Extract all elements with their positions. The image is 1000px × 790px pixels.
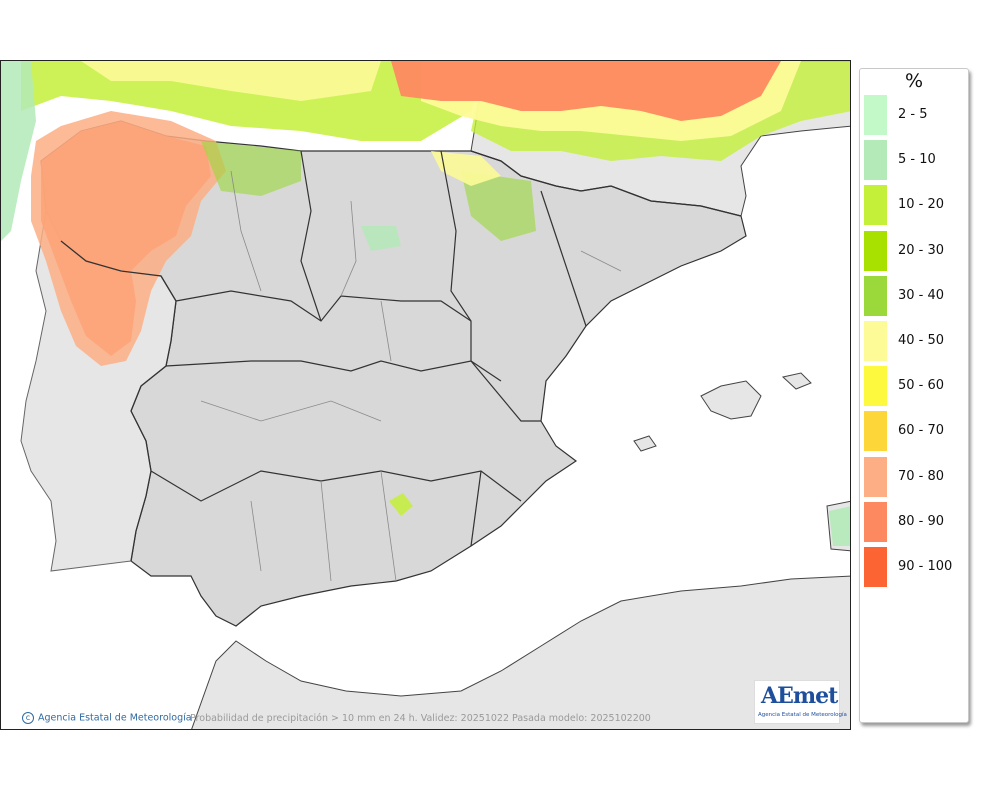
legend-item: 70 - 80 (864, 456, 968, 497)
regional-borders (150, 150, 587, 547)
map-canvas (1, 61, 850, 729)
precip-zone-green-corsica (829, 506, 850, 546)
legend-label: 60 - 70 (898, 423, 945, 439)
legend-item: 10 - 20 (864, 185, 968, 226)
legend-swatch (864, 501, 887, 542)
credit-line: c Agencia Estatal de Meteorología (22, 712, 192, 724)
legend-item: 80 - 90 (864, 501, 968, 542)
legend-swatch (864, 366, 887, 407)
legend-item: 20 - 30 (864, 230, 968, 271)
north-africa-landmass (191, 575, 850, 729)
menorca-island (781, 372, 812, 390)
legend-item: 50 - 60 (864, 366, 968, 407)
legend-label: 50 - 60 (898, 378, 945, 394)
legend-panel: % 2 - 5 5 - 10 10 - 20 20 - 30 30 - 40 40 - 5… (859, 68, 969, 723)
map-caption: Probabilidad de precipitación > 10 mm en… (190, 713, 651, 724)
legend-label: 10 - 20 (898, 197, 945, 213)
precip-zone-yellow-basque (431, 151, 501, 186)
legend-item: 60 - 70 (864, 411, 968, 452)
mallorca-island (700, 380, 762, 420)
precip-zone-80-90-france (391, 61, 781, 121)
legend-title: % (904, 70, 924, 92)
legend-swatch (864, 456, 887, 497)
legend-label: 5 - 10 (898, 152, 936, 168)
legend-item: 2 - 5 (864, 95, 968, 135)
legend-label: 70 - 80 (898, 468, 945, 484)
legend-swatch (864, 411, 887, 452)
copyright-icon: c (22, 712, 34, 724)
legend-swatch (864, 185, 887, 226)
legend-item: 30 - 40 (864, 275, 968, 316)
legend-swatch (864, 230, 887, 271)
legend-label: 40 - 50 (898, 333, 945, 348)
legend-label: 80 - 90 (898, 513, 945, 529)
spain-france-border (470, 150, 742, 217)
legend-label: 20 - 30 (898, 242, 945, 258)
logo-subtitle: Agencia Estatal de Meteorología (758, 712, 847, 718)
precip-zone-green-asturias (201, 141, 301, 196)
legend-label: 2 - 5 (898, 107, 928, 122)
ibiza-island (633, 435, 657, 452)
credit-text: Agencia Estatal de Meteorología (38, 712, 192, 724)
legend-swatch (864, 140, 887, 181)
province-borders (200, 170, 622, 582)
logo-wordmark: AEmet (761, 683, 838, 709)
precip-zone-5-10-north (1, 61, 36, 241)
legend-item: 5 - 10 (864, 140, 968, 181)
legend-swatch (864, 275, 887, 316)
legend-swatch (864, 95, 887, 135)
legend-swatch (864, 321, 887, 361)
legend-item: 90 - 100 (864, 547, 968, 587)
precip-zone-green-granada (389, 493, 413, 516)
legend-label: 90 - 100 (898, 559, 953, 574)
spain-portugal-border (60, 240, 177, 562)
legend-swatch (864, 547, 887, 587)
precip-zone-40-50 (81, 61, 381, 101)
precip-zone-green-burgos (361, 226, 401, 251)
precip-zone-70-80-galicia (31, 111, 226, 366)
legend-label: 30 - 40 (898, 287, 945, 303)
aemet-logo: AEmet Agencia Estatal de Meteorología (754, 680, 847, 724)
legend-item: 40 - 50 (864, 321, 968, 361)
precipitation-probability-map (0, 60, 851, 730)
precip-zone-green-basque (461, 171, 536, 241)
